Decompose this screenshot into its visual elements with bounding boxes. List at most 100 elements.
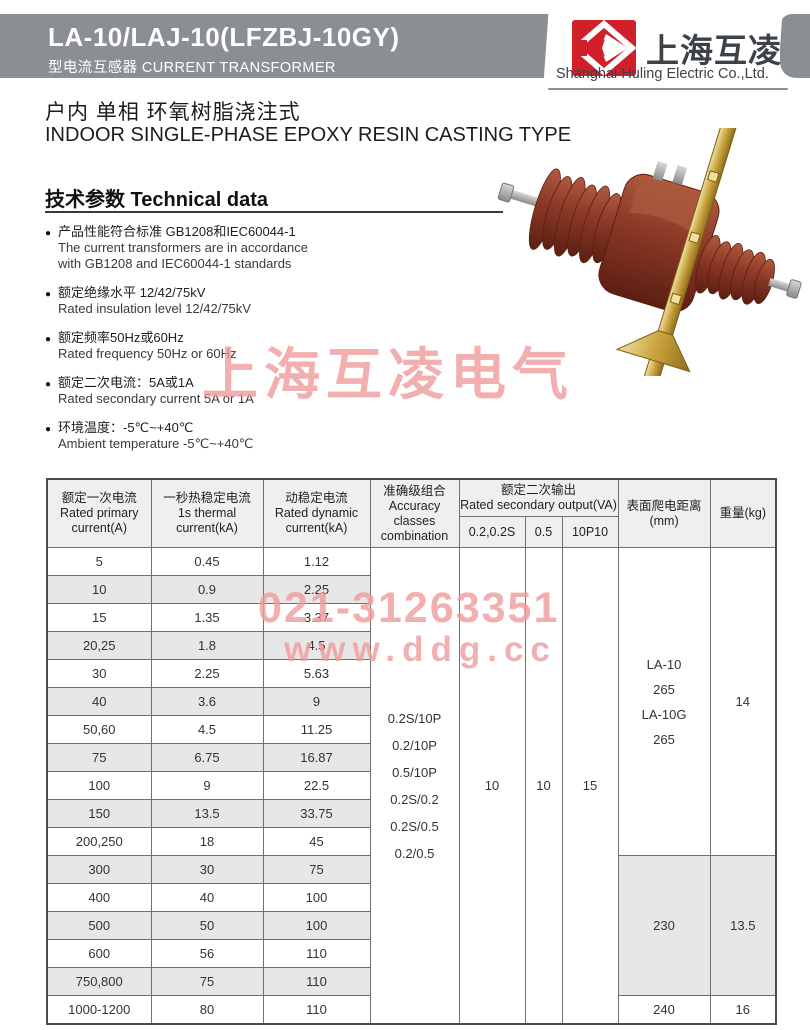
primary-value: 500 [46, 911, 152, 940]
bullet-text-cn: 额定二次电流：5A或1A [58, 375, 194, 390]
dynamic-value: 3.37 [262, 603, 371, 632]
dynamic-value: 5.63 [262, 659, 371, 688]
dynamic-value: 100 [262, 883, 371, 912]
table-row: 400 40 100 [46, 883, 776, 912]
column-header-weight: 重量(kg) [709, 478, 777, 548]
dynamic-value: 33.75 [262, 799, 371, 828]
primary-value: 750,800 [46, 967, 152, 996]
table-row: 750,800 75 110 [46, 967, 776, 996]
thermal-value: 6.75 [150, 743, 264, 772]
primary-value: 600 [46, 939, 152, 968]
column-subheader-0.5: 0.5 [524, 516, 563, 548]
creepage-distance-cell: 240 [617, 995, 711, 1025]
huling-diamond-logo-icon [571, 20, 637, 76]
bullet-text-en: The current transformers are in accordan… [58, 240, 308, 255]
thermal-value: 50 [150, 911, 264, 940]
primary-value: 20,25 [46, 631, 152, 660]
bullet-dot-icon: ● [45, 228, 52, 239]
weight-cell: 16 [709, 995, 777, 1025]
dynamic-value: 2.25 [262, 575, 371, 604]
thermal-value: 1.8 [150, 631, 264, 660]
dynamic-value: 45 [262, 827, 371, 856]
dynamic-value: 1.12 [262, 547, 371, 576]
dynamic-value: 16.87 [262, 743, 371, 772]
table-row: 10 0.9 2.25 [46, 575, 776, 604]
secondary-output-value-1: 10 [524, 547, 563, 1025]
weight-cell: 13.5 [709, 855, 777, 996]
primary-value: 300 [46, 855, 152, 884]
weight-cell: 14 [709, 547, 777, 856]
bullet-text-cn: 产品性能符合标准 GB1208和IEC60044-1 [58, 224, 296, 239]
thermal-value: 2.25 [150, 659, 264, 688]
thermal-value: 3.6 [150, 687, 264, 716]
primary-value: 40 [46, 687, 152, 716]
column-header-creepage: 表面爬电距离 (mm) [617, 478, 711, 548]
brand-name-cn: 上海互凌 [646, 32, 782, 69]
primary-value: 5 [46, 547, 152, 576]
dynamic-value: 22.5 [262, 771, 371, 800]
table-row: 50,60 4.5 11.25 [46, 715, 776, 744]
accuracy-classes-cell: 0.2S/10P 0.2/10P 0.5/10P 0.2S/0.2 0.2S/0.5 0.… [369, 547, 460, 1025]
bullet-dot-icon: ● [45, 424, 52, 435]
thermal-value: 9 [150, 771, 264, 800]
bullet-text-cn: 额定频率50Hz或60Hz [58, 330, 184, 345]
technical-bullet: ● 额定频率50Hz或60Hz Rated frequency 50Hz or 60… [45, 330, 445, 362]
technical-data-underline [45, 211, 503, 213]
thermal-value: 0.9 [150, 575, 264, 604]
column-header-output: 额定二次输出 Rated secondary output(VA) [458, 478, 619, 517]
table-row: 30 2.25 5.63 [46, 659, 776, 688]
bullet-dot-icon: ● [45, 289, 52, 300]
bullet-text-cn: 额定绝缘水平 12/42/75kV [58, 285, 206, 300]
thermal-value: 0.45 [150, 547, 264, 576]
intro-line-cn: 户内 单相 环氧树脂浇注式 [45, 101, 301, 124]
dynamic-value: 110 [262, 939, 371, 968]
bullet-dot-icon: ● [45, 334, 52, 345]
product-type-subtitle: 型电流互感器 CURRENT TRANSFORMER [48, 60, 336, 76]
bullet-text-en: Rated secondary current 5A or 1A [58, 391, 254, 406]
technical-bullet: ● 额定二次电流：5A或1A Rated secondary current 5A … [45, 375, 445, 407]
dynamic-value: 9 [262, 687, 371, 716]
table-row: 500 50 100 [46, 911, 776, 940]
primary-value: 30 [46, 659, 152, 688]
column-header-thermal: 一秒热稳定电流 1s thermal current(kA) [150, 478, 264, 548]
column-subheader-10P10: 10P10 [561, 516, 619, 548]
table-row: 200,250 18 45 [46, 827, 776, 856]
bullet-dot-icon: ● [45, 379, 52, 390]
bullet-text-en: with GB1208 and IEC60044-1 standards [58, 256, 292, 271]
primary-value: 400 [46, 883, 152, 912]
product-photo [486, 110, 810, 395]
thermal-value: 4.5 [150, 715, 264, 744]
thermal-value: 56 [150, 939, 264, 968]
watermark-website: www.ddg.cc [284, 630, 557, 669]
table-row: 100 9 22.5 [46, 771, 776, 800]
intro-line-en: INDOOR SINGLE-PHASE EPOXY RESIN CASTING … [45, 124, 572, 146]
dynamic-value: 110 [262, 967, 371, 996]
technical-bullet-list: ● 产品性能符合标准 GB1208和IEC60044-1 The current t… [45, 224, 445, 465]
primary-value: 1000-1200 [46, 995, 152, 1025]
company-name-en: Shanghai Huling Electric Co.,Ltd. [556, 66, 769, 82]
product-model-title: LA-10/LAJ-10(LFZBJ-10GY) [48, 22, 400, 52]
thermal-value: 30 [150, 855, 264, 884]
primary-value: 75 [46, 743, 152, 772]
column-subheader-0.2,0.2S: 0.2,0.2S [458, 516, 526, 548]
technical-data-heading: 技术参数 Technical data [45, 189, 269, 211]
header-bar: LA-10/LAJ-10(LFZBJ-10GY) 型电流互感器 CURRENT … [0, 14, 562, 78]
dynamic-value: 11.25 [262, 715, 371, 744]
logo-underline [548, 88, 788, 90]
primary-value: 10 [46, 575, 152, 604]
specification-table-wrap: 额定一次电流 Rated primary current(A) 一秒热稳定电流 1s t… [46, 478, 778, 1025]
thermal-value: 40 [150, 883, 264, 912]
table-row: 150 13.5 33.75 [46, 799, 776, 828]
technical-bullet: ● 产品性能符合标准 GB1208和IEC60044-1 The current t… [45, 224, 445, 272]
thermal-value: 80 [150, 995, 264, 1025]
watermark-brand: 上海互凌电气 [202, 343, 574, 406]
company-logo-content: 上海互凌 Shanghai Huling Electric Co.,Ltd. [552, 10, 782, 90]
watermark-phone: 021-31263351 [258, 584, 560, 632]
thermal-value: 13.5 [150, 799, 264, 828]
table-row: 600 56 110 [46, 939, 776, 968]
primary-value: 100 [46, 771, 152, 800]
table-row: 75 6.75 16.87 [46, 743, 776, 772]
table-row: 1000-1200 80 110 240 16 [46, 995, 777, 1025]
dynamic-value: 75 [262, 855, 371, 884]
